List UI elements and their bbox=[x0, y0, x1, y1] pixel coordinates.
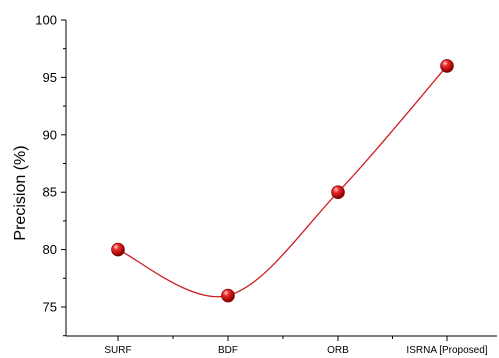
y-tick-label: 100 bbox=[35, 13, 57, 28]
data-point bbox=[222, 289, 235, 302]
y-tick-label: 75 bbox=[43, 300, 57, 315]
series-line bbox=[118, 66, 447, 297]
data-point bbox=[112, 243, 125, 256]
x-tick-label: SURF bbox=[104, 345, 131, 356]
data-point bbox=[332, 186, 345, 199]
x-axis: SURF BDF ORB ISRNA [Proposed] bbox=[66, 336, 497, 356]
y-tick-label: 85 bbox=[43, 185, 57, 200]
y-tick-label: 95 bbox=[43, 70, 57, 85]
x-tick-label: ORB bbox=[327, 345, 349, 356]
x-tick-label: ISRNA [Proposed] bbox=[406, 345, 487, 356]
y-tick-label: 90 bbox=[43, 127, 57, 142]
x-tick-label: BDF bbox=[218, 345, 238, 356]
data-points bbox=[112, 59, 454, 302]
data-point bbox=[441, 59, 454, 72]
y-tick-label: 80 bbox=[43, 242, 57, 257]
y-axis: 75 80 85 90 95 100 bbox=[35, 13, 66, 337]
y-axis-title: Precision (%) bbox=[12, 145, 29, 240]
